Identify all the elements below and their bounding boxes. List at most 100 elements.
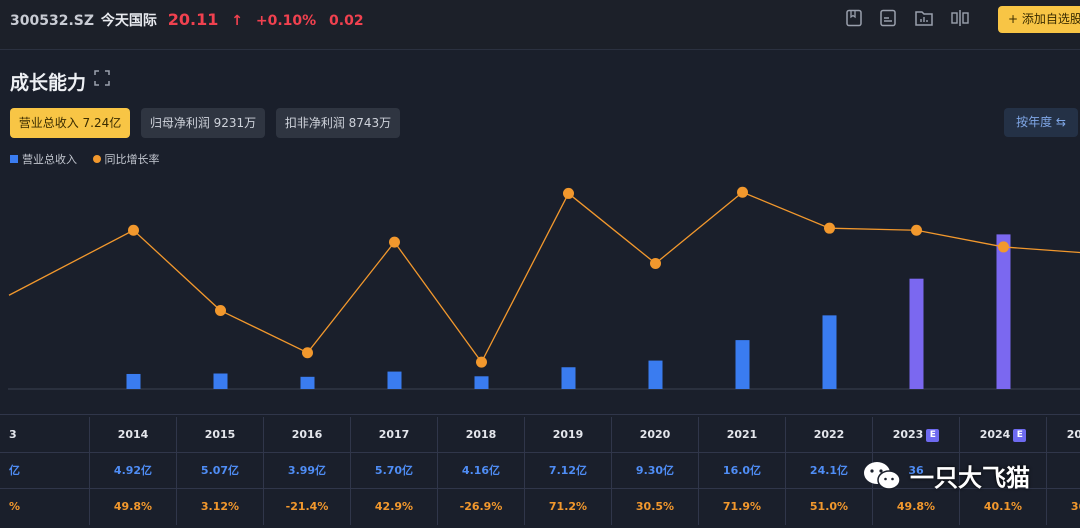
growth-cell-text: % xyxy=(9,500,21,513)
growth-point[interactable] xyxy=(650,257,661,269)
year-cell-text: 2020 xyxy=(639,428,671,441)
year-cell-text: 2021 xyxy=(726,428,758,441)
year-cell-text: 2018 xyxy=(465,428,497,441)
year-cell: 2024 E xyxy=(960,417,1047,453)
revenue-cell-text: 4.92亿 xyxy=(113,464,153,477)
year-cell-text: 2015 xyxy=(204,428,236,441)
growth-cell-text: -26.9% xyxy=(459,500,503,513)
year-cell: 2018 xyxy=(438,417,525,453)
change-percent: +0.10% xyxy=(255,13,317,29)
revenue-cell-text: 24.1亿 xyxy=(809,464,849,477)
year-cell: 3 xyxy=(0,417,90,453)
growth-point[interactable] xyxy=(476,356,487,368)
year-cell-text: 2024 xyxy=(979,428,1011,441)
up-arrow-icon: ↑ xyxy=(231,13,243,29)
split-panel-icon[interactable] xyxy=(950,9,970,29)
section-title: 成长能力 xyxy=(10,72,87,94)
revenue-bar[interactable] xyxy=(387,371,402,389)
stock-code: 300532.SZ xyxy=(10,13,94,29)
year-cell: 2015 xyxy=(177,417,264,453)
revenue-bar[interactable] xyxy=(561,367,576,389)
revenue-cell: 亿 xyxy=(0,453,90,489)
growth-point[interactable] xyxy=(215,305,226,317)
revenue-cell-text: 9.30亿 xyxy=(635,464,675,477)
growth-cell-text: 49.8% xyxy=(896,500,936,513)
watermark-text: 一只大飞猫 xyxy=(910,464,1030,492)
year-cell: 2020 xyxy=(612,417,699,453)
change-value: 0.02 xyxy=(329,13,364,29)
watermark: 一只大飞猫 xyxy=(862,458,1030,506)
period-toggle-button[interactable]: 按年度 ⇆ xyxy=(1004,108,1078,137)
revenue-cell-text: 5.07亿 xyxy=(200,464,240,477)
revenue-bar[interactable] xyxy=(300,376,315,389)
growth-cell-text: 49.8% xyxy=(113,500,153,513)
revenue-bar[interactable] xyxy=(909,278,924,389)
tab-net-profit[interactable]: 归母净利润 9231万 xyxy=(141,108,265,138)
revenue-bar[interactable] xyxy=(648,360,663,389)
growth-point[interactable] xyxy=(128,224,139,236)
add-watchlist-button[interactable]: + 添加自选股 xyxy=(998,6,1080,33)
growth-cell-text: 71.2% xyxy=(548,500,588,513)
revenue-bar[interactable] xyxy=(474,376,489,389)
growth-point[interactable] xyxy=(389,236,400,248)
bookmark-icon[interactable] xyxy=(844,9,864,29)
estimate-badge: E xyxy=(1013,429,1027,442)
revenue-bar[interactable] xyxy=(735,340,750,389)
expand-icon[interactable] xyxy=(94,70,110,90)
revenue-row: 亿 4.92亿 5.07亿 3.99亿 5.70亿 4.16亿 7.12亿 9.30亿 16.0… xyxy=(0,453,1080,489)
growth-cell: % xyxy=(0,489,90,525)
growth-cell-text: 36.4% xyxy=(1070,500,1080,513)
top-bar: 300532.SZ 今天国际 20.11 ↑ +0.10% 0.02 + 添加自… xyxy=(0,0,1080,50)
legend-line-label: 同比增长率 xyxy=(104,153,160,166)
year-cell-text: 2023 xyxy=(892,428,924,441)
revenue-cell: 5.70亿 xyxy=(351,453,438,489)
growth-row: % 49.8% 3.12% -21.4% 42.9% -26.9% 71.2% 30.5% 71… xyxy=(0,489,1080,525)
growth-cell-text: 71.9% xyxy=(722,500,762,513)
revenue-cell-text: 亿 xyxy=(9,464,20,477)
legend-bar-swatch xyxy=(10,155,18,163)
data-table: 3 2014 2015 2016 2017 2018 2019 2020 2021 2022 202… xyxy=(0,414,1080,528)
tab-revenue[interactable]: 营业总收入 7.24亿 xyxy=(10,108,130,138)
growth-point[interactable] xyxy=(998,241,1009,253)
growth-cell-text: 3.12% xyxy=(200,500,240,513)
year-cell: 2017 xyxy=(351,417,438,453)
growth-cell: 36.4% xyxy=(1047,489,1080,525)
wechat-icon xyxy=(862,460,902,492)
year-cell-text: 2025 xyxy=(1066,428,1080,441)
revenue-bar[interactable] xyxy=(213,373,228,389)
growth-point[interactable] xyxy=(911,224,922,236)
stock-price: 20.11 xyxy=(167,10,219,29)
revenue-bar[interactable] xyxy=(822,315,837,389)
year-cell-text: 3 xyxy=(9,428,17,441)
year-cell: 2016 xyxy=(264,417,351,453)
revenue-cell xyxy=(960,453,1047,489)
growth-point[interactable] xyxy=(563,187,574,199)
growth-cell: -21.4% xyxy=(264,489,351,525)
tab-deducted-profit[interactable]: 扣非净利润 8743万 xyxy=(276,108,400,138)
growth-cell: 71.9% xyxy=(699,489,786,525)
revenue-cell: 7.12亿 xyxy=(525,453,612,489)
legend-line-swatch xyxy=(92,155,101,163)
growth-point[interactable] xyxy=(302,347,313,359)
revenue-cell: 4.92亿 xyxy=(90,453,177,489)
year-cell-text: 2014 xyxy=(117,428,149,441)
revenue-bar[interactable] xyxy=(126,373,141,389)
growth-cell: 40.1% xyxy=(960,489,1047,525)
growth-cell: 30.5% xyxy=(612,489,699,525)
year-cell: 2014 xyxy=(90,417,177,453)
revenue-cell: 9.30亿 xyxy=(612,453,699,489)
document-icon[interactable] xyxy=(878,9,898,29)
folder-chart-icon[interactable] xyxy=(914,9,934,29)
growth-cell-text: -21.4% xyxy=(285,500,329,513)
year-cell-text: 2016 xyxy=(291,428,323,441)
growth-point[interactable] xyxy=(824,222,835,234)
stock-ticker: 300532.SZ 今天国际 20.11 ↑ +0.10% 0.02 xyxy=(10,10,364,30)
revenue-cell-text: 4.16亿 xyxy=(461,464,501,477)
growth-cell-text: 30.5% xyxy=(635,500,675,513)
revenue-cell-text: 16.0亿 xyxy=(722,464,762,477)
estimate-badge: E xyxy=(926,429,940,442)
revenue-cell-text: 3.99亿 xyxy=(287,464,327,477)
growth-point[interactable] xyxy=(737,186,748,198)
revenue-bar[interactable] xyxy=(996,234,1011,389)
year-cell: 2019 xyxy=(525,417,612,453)
